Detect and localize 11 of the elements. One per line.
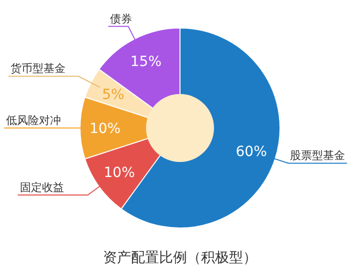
data-label: 15%	[130, 54, 162, 70]
data-label: 60%	[236, 144, 267, 160]
data-label: 10%	[89, 121, 121, 137]
data-label: 5%	[102, 86, 124, 103]
slice-label: 固定收益	[20, 181, 64, 194]
slice-label: 货币型基金	[10, 62, 66, 76]
slice-label: 债券	[110, 12, 132, 26]
text: 资产配置比例（积极型）	[103, 250, 257, 266]
data-label: 10%	[104, 165, 135, 182]
slice-label: 股票型基金	[290, 149, 345, 162]
slice-label: 低风险对冲	[6, 114, 61, 127]
